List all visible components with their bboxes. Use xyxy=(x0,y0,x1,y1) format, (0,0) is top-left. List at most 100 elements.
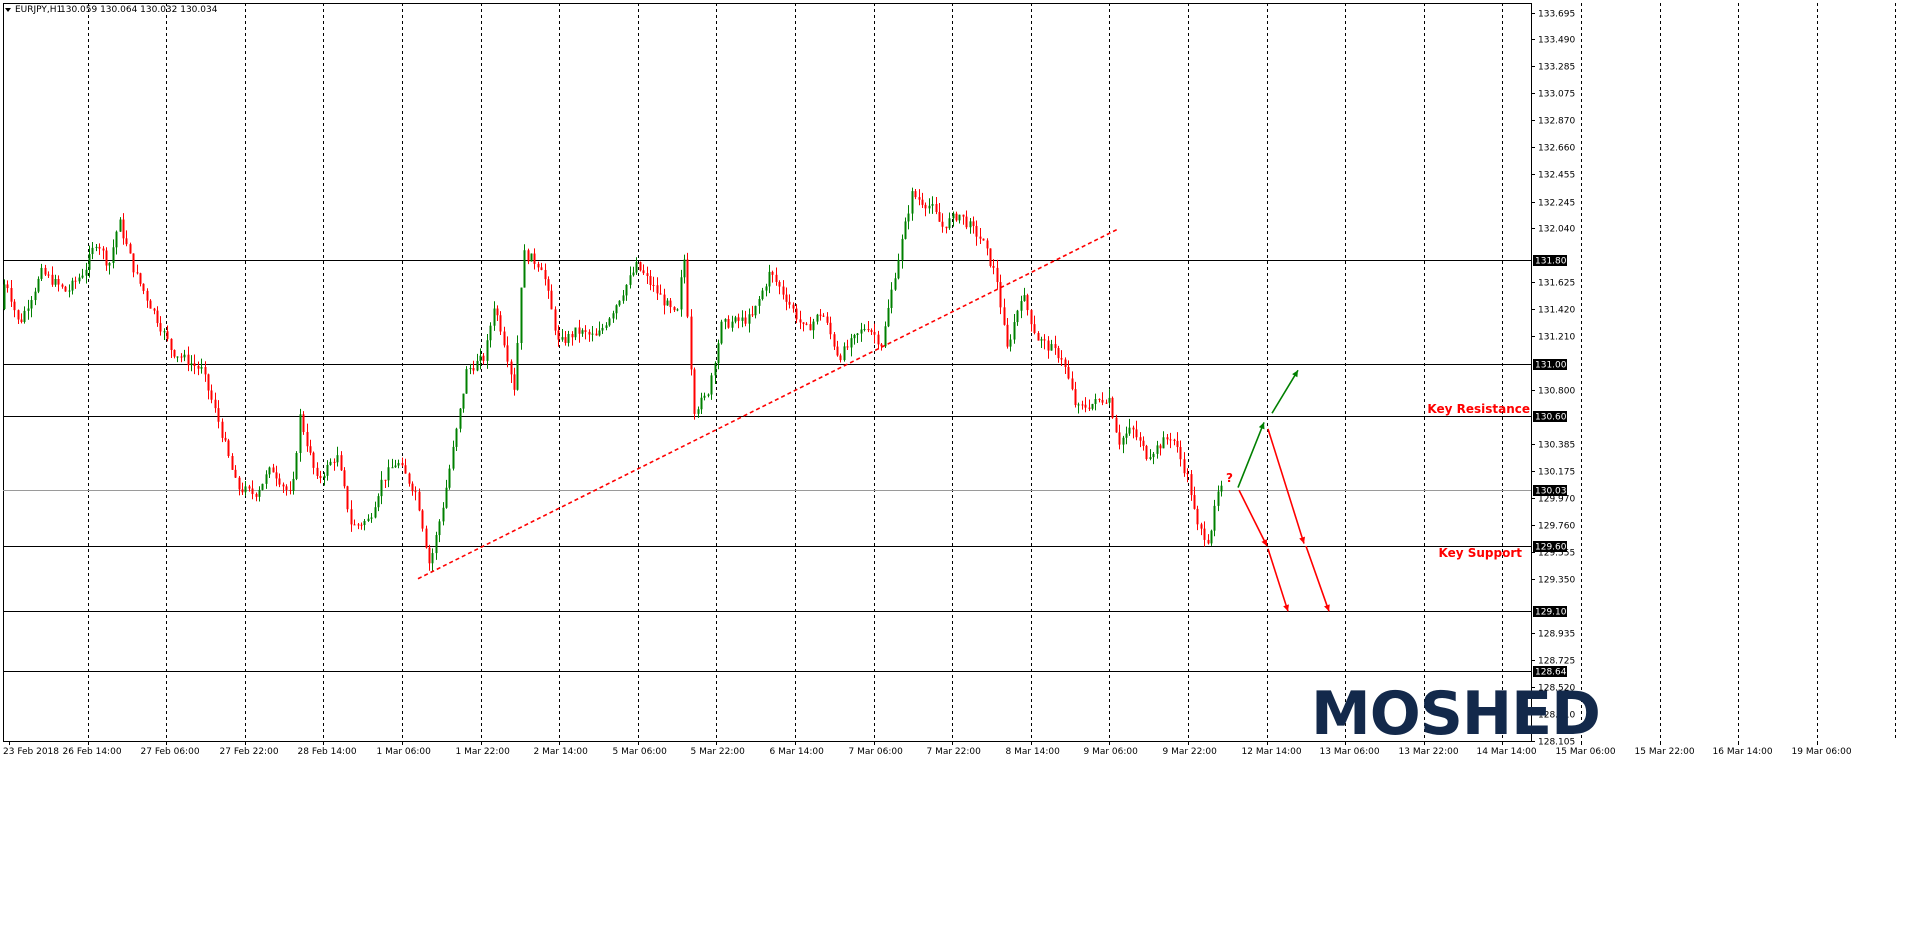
bull-candle xyxy=(1020,301,1023,311)
bear-candle xyxy=(809,324,812,331)
y-tick-label: 131.210 xyxy=(1538,333,1575,343)
bear-candle xyxy=(805,323,808,325)
x-tick-label: 27 Feb 22:00 xyxy=(220,747,279,757)
bull-candle xyxy=(258,489,261,497)
bull-candle xyxy=(1023,295,1026,302)
bull-candle xyxy=(856,333,859,335)
bear-candle xyxy=(945,226,948,229)
y-tick-label: 133.490 xyxy=(1538,36,1575,46)
bear-candle xyxy=(204,366,207,375)
bear-candle xyxy=(343,470,346,487)
bear-candle xyxy=(826,316,829,323)
bear-candle xyxy=(57,279,60,285)
bear-candle xyxy=(792,304,795,309)
bear-candle xyxy=(1111,397,1114,418)
y-tick-label: 128.105 xyxy=(1538,738,1575,748)
bull-candle xyxy=(812,321,815,331)
x-axis: 23 Feb 2018 26 Feb 14:00 27 Feb 06:00 27 Fe… xyxy=(3,741,1852,757)
bear-candle xyxy=(795,308,798,320)
bull-candle xyxy=(363,520,366,526)
bear-candle xyxy=(578,327,581,334)
bear-candle xyxy=(986,240,989,249)
trendline[interactable] xyxy=(417,228,1118,580)
bull-candle xyxy=(666,300,669,306)
x-tick-label: 9 Mar 22:00 xyxy=(1163,747,1218,757)
bear-candle xyxy=(989,248,992,266)
bull-candle xyxy=(374,507,377,518)
bull-candle xyxy=(1050,344,1053,351)
bear-candle xyxy=(999,282,1002,308)
level-price-box xyxy=(1533,411,1567,422)
bull-candle xyxy=(394,465,397,468)
bull-candle xyxy=(632,272,635,276)
bull-candle xyxy=(635,262,638,273)
y-tick-label: 132.660 xyxy=(1538,144,1575,154)
bull-candle xyxy=(27,308,30,311)
bear-candle xyxy=(584,330,587,332)
bull-candle xyxy=(1108,397,1111,403)
bear-candle xyxy=(64,286,67,292)
bull-candle xyxy=(292,478,295,491)
bull-candle xyxy=(326,464,329,476)
bear-candle xyxy=(1088,407,1091,409)
arrow-head xyxy=(1261,539,1267,547)
level-price-label: 131.800 xyxy=(1535,257,1572,267)
bear-candle xyxy=(1159,445,1162,449)
bear-candle xyxy=(588,331,591,335)
bull-candle xyxy=(1122,437,1125,445)
bull-candle xyxy=(567,334,570,343)
bear-candle xyxy=(421,510,424,529)
bull-candle xyxy=(387,467,390,481)
bear-candle xyxy=(839,355,842,361)
scenario-arrows xyxy=(1237,369,1330,612)
scenario-arrow xyxy=(1305,545,1330,612)
bear-candle xyxy=(513,374,516,390)
bear-candle xyxy=(799,319,802,323)
bull-candle xyxy=(442,507,445,522)
y-tick-label: 128.935 xyxy=(1538,630,1575,640)
bear-candle xyxy=(1118,432,1121,445)
bear-candle xyxy=(238,477,241,490)
bear-candle xyxy=(149,300,152,309)
bull-candle xyxy=(397,463,400,466)
bear-candle xyxy=(1186,473,1189,475)
bull-candle xyxy=(469,367,472,370)
bull-candle xyxy=(391,467,394,469)
scenario-arrow xyxy=(1267,428,1305,544)
bear-candle xyxy=(1200,524,1203,529)
bear-candle xyxy=(357,524,360,526)
y-tick-label: 130.385 xyxy=(1538,441,1575,451)
bear-candle xyxy=(547,279,550,291)
bear-candle xyxy=(1173,439,1176,441)
bull-candle xyxy=(907,213,910,222)
bull-candle xyxy=(380,479,383,497)
level-price-box xyxy=(1533,255,1567,266)
bull-candle xyxy=(329,461,332,465)
bull-candle xyxy=(112,247,115,263)
bear-candle xyxy=(544,269,547,280)
x-tick-label: 19 Mar 06:00 xyxy=(1792,747,1852,757)
bear-candle xyxy=(1003,307,1006,325)
bull-candle xyxy=(88,254,91,270)
bull-candle xyxy=(1094,399,1097,404)
scenario-arrow xyxy=(1267,548,1289,612)
bull-candle xyxy=(897,259,900,279)
bull-candle xyxy=(748,314,751,324)
level-price-label: 129.600 xyxy=(1535,543,1572,553)
bull-candle xyxy=(1149,457,1152,460)
y-tick-label: 132.455 xyxy=(1538,171,1575,181)
bull-candle xyxy=(448,468,451,488)
level-price-box xyxy=(1533,606,1567,617)
bear-candle xyxy=(404,465,407,474)
x-tick-label: 7 Mar 22:00 xyxy=(927,747,982,757)
trendline-dashed[interactable] xyxy=(417,228,1118,580)
bear-candle xyxy=(550,290,553,310)
bear-candle xyxy=(503,331,506,346)
y-tick-label: 129.970 xyxy=(1538,495,1575,505)
bear-candle xyxy=(353,524,356,526)
bull-candle xyxy=(884,326,887,347)
triangle-down-icon[interactable] xyxy=(5,8,11,12)
bull-candle xyxy=(860,329,863,334)
bull-candle xyxy=(843,346,846,361)
